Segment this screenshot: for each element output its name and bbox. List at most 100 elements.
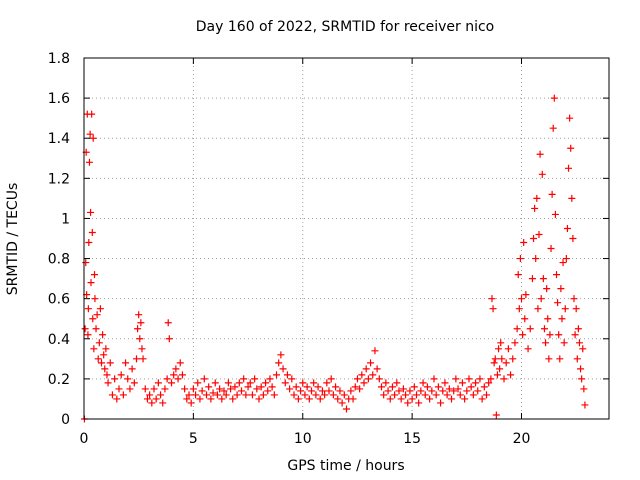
data-point <box>458 379 466 387</box>
data-point <box>294 395 302 403</box>
data-point <box>266 375 274 383</box>
data-point <box>417 387 425 395</box>
data-point <box>312 391 320 399</box>
data-point <box>493 371 501 379</box>
data-point <box>150 385 158 393</box>
data-point <box>454 385 462 393</box>
plot-frame <box>83 57 610 420</box>
data-point <box>87 279 95 287</box>
data-point <box>246 379 254 387</box>
data-point <box>240 375 248 383</box>
data-point <box>516 255 524 263</box>
y-tick-label: 0.6 <box>48 292 70 308</box>
data-point <box>550 94 558 102</box>
data-point <box>211 379 219 387</box>
y-tick-label: 0.2 <box>48 372 70 388</box>
data-point <box>170 371 178 379</box>
data-point <box>467 383 475 391</box>
data-point <box>194 379 202 387</box>
data-point <box>478 395 486 403</box>
data-point <box>209 389 217 397</box>
data-point <box>334 395 342 403</box>
data-point <box>572 305 580 313</box>
data-point <box>283 371 291 379</box>
data-point <box>281 379 289 387</box>
data-point <box>314 383 322 391</box>
data-point <box>397 395 405 403</box>
data-points <box>80 94 589 423</box>
data-point <box>159 399 167 407</box>
data-point <box>176 359 184 367</box>
data-point <box>196 395 204 403</box>
data-point <box>299 379 307 387</box>
data-point <box>472 379 480 387</box>
data-point <box>536 150 544 158</box>
data-point <box>286 385 294 393</box>
data-point <box>476 375 484 383</box>
data-point <box>108 391 116 399</box>
data-point <box>119 391 127 399</box>
data-point <box>483 391 490 399</box>
data-point <box>329 391 337 399</box>
data-point <box>327 375 335 383</box>
data-point <box>84 331 92 339</box>
data-point <box>349 395 357 403</box>
data-point <box>419 379 427 387</box>
y-tick-label: 0.4 <box>48 332 70 348</box>
data-point <box>498 355 506 363</box>
data-point <box>205 383 213 391</box>
data-point <box>92 325 100 333</box>
data-point <box>248 391 256 399</box>
x-tick-label: 20 <box>513 431 531 447</box>
data-point <box>268 383 276 391</box>
data-point <box>504 345 512 353</box>
data-point <box>463 387 471 395</box>
data-point <box>347 387 355 395</box>
data-point <box>244 383 252 391</box>
data-point <box>561 305 569 313</box>
chart-title: Day 160 of 2022, SRMTID for receiver nic… <box>196 19 494 35</box>
data-point <box>507 371 515 379</box>
data-point <box>141 385 149 393</box>
data-point <box>445 385 453 393</box>
data-point <box>290 391 298 399</box>
data-point <box>358 371 366 379</box>
data-point <box>321 391 329 399</box>
data-point <box>90 345 98 353</box>
data-point <box>531 204 539 212</box>
data-point <box>292 383 300 391</box>
data-point <box>562 255 570 263</box>
data-point <box>566 114 574 122</box>
data-point <box>103 371 111 379</box>
data-point <box>367 359 375 367</box>
data-point <box>338 399 346 407</box>
data-point <box>165 335 173 343</box>
data-point <box>580 385 588 393</box>
data-point <box>270 391 278 399</box>
data-point <box>544 315 552 323</box>
data-point <box>456 391 464 399</box>
data-point <box>545 355 553 363</box>
data-point <box>432 391 440 399</box>
data-point <box>305 395 313 403</box>
data-point <box>469 391 477 399</box>
data-point <box>511 339 519 347</box>
data-point <box>391 391 399 399</box>
data-point <box>415 399 423 407</box>
y-tick-label: 0.8 <box>48 252 70 268</box>
data-point <box>133 355 140 363</box>
data-point <box>448 395 455 403</box>
data-point <box>86 130 94 138</box>
data-point <box>404 399 412 407</box>
data-point <box>259 391 267 399</box>
data-point <box>325 387 333 395</box>
data-point <box>520 239 528 247</box>
y-tick-label: 1.8 <box>48 51 70 67</box>
data-point <box>495 345 503 353</box>
data-point <box>496 365 504 373</box>
data-point <box>231 383 239 391</box>
data-point <box>82 259 90 267</box>
data-point <box>560 339 568 347</box>
data-point <box>303 383 311 391</box>
data-point <box>434 383 442 391</box>
